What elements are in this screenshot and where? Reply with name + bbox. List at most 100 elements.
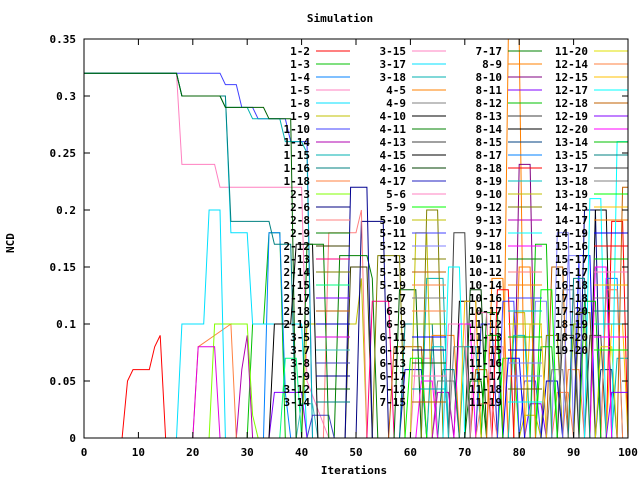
legend-label: 12-17 [555,84,588,97]
legend-label: 11-15 [469,344,502,357]
legend-label: 1-10 [284,123,311,136]
series-line-1-3 [84,232,286,439]
series-layer [84,38,629,439]
series-line-1-15 [84,72,313,439]
legend-label: 16-17 [555,266,588,279]
legend-label: 1-9 [290,110,310,123]
legend-label: 5-10 [380,214,407,227]
legend-label: 13-19 [555,188,588,201]
legend-label: 9-12 [476,201,503,214]
series-line-1-10 [84,72,313,439]
legend-label: 1-4 [290,71,310,84]
x-tick-label: 100 [618,446,638,459]
legend-label: 11-13 [469,331,502,344]
legend-label: 6-9 [386,318,406,331]
legend-label: 9-13 [476,214,503,227]
series-line-1-8 [84,72,308,439]
y-tick-label: 0.1 [56,318,76,331]
legend-label: 15-17 [555,253,588,266]
legend-label: 4-11 [380,123,407,136]
series-line-1-14 [84,335,254,439]
legend-label: 11-16 [469,357,502,370]
legend-label: 18-19 [555,318,588,331]
legend-label: 2-14 [284,266,311,279]
series-line-3-9 [84,186,373,439]
series-line-3-17 [84,209,226,439]
legend-label: 3-5 [290,331,310,344]
series-line-2-6 [84,220,390,439]
legend-label: 11-18 [469,383,502,396]
legend-label: 15-16 [555,240,588,253]
legend-label: 16-18 [555,279,588,292]
x-tick-label: 90 [567,446,580,459]
series-line-1-4 [84,232,292,439]
legend-label: 18-20 [555,331,588,344]
legend-label: 5-6 [386,188,406,201]
legend-label: 9-18 [476,240,503,253]
legend-label: 10-17 [469,305,502,318]
legend-label: 3-18 [380,71,407,84]
x-tick-label: 10 [132,446,145,459]
legend-label: 19-20 [555,344,588,357]
legend-label: 14-17 [555,214,588,227]
legend-label: 4-5 [386,84,406,97]
y-tick-label: 0.05 [50,375,77,388]
legend-label: 3-12 [284,383,311,396]
legend-label: 8-10 [476,71,503,84]
legend-label: 6-17 [380,370,407,383]
legend-label: 5-13 [380,253,407,266]
legend-label: 2-9 [290,227,310,240]
x-tick-label: 60 [404,446,417,459]
legend-label: 1-14 [284,136,311,149]
series-line-3-5 [84,346,221,439]
series-line-13-17 [84,334,580,439]
legend-label: 13-17 [555,162,588,175]
legend-label: 11-12 [469,318,502,331]
legend-label: 3-7 [290,344,310,357]
y-axis-label: NCD [4,233,17,253]
legend-label: 1-16 [284,162,311,175]
legend-label: 4-16 [380,162,407,175]
legend-label: 8-19 [476,175,503,188]
legend-label: 7-17 [476,45,503,58]
y-tick-label: 0.3 [56,90,76,103]
x-tick-label: 50 [349,446,362,459]
legend-label: 14-19 [555,227,588,240]
legend-label: 1-18 [284,175,311,188]
legend-label: 8-11 [476,84,503,97]
legend-label: 2-17 [284,292,311,305]
legend-label: 3-15 [380,45,407,58]
legend-label: 4-13 [380,136,407,149]
legend-label: 2-6 [290,201,310,214]
legend-label: 7-12 [380,383,407,396]
legend-label: 1-15 [284,149,311,162]
legend-label: 6-7 [386,292,406,305]
axes: 0 10 20 30 40 50 60 70 80 90 100 0 0.05 0.1 0.15 0.2 0.2… [50,33,638,459]
series-line-9-18 [84,323,477,439]
legend-label: 2-15 [284,279,311,292]
legend-label: 8-13 [476,110,503,123]
legend-label: 5-18 [380,266,407,279]
legend-label: 2-13 [284,253,311,266]
legend-label: 9-10 [476,188,503,201]
legend-label: 3-14 [284,396,311,409]
legend-label: 4-9 [386,97,406,110]
legend-label: 8-17 [476,149,503,162]
legend-label: 4-10 [380,110,407,123]
legend-label: 1-5 [290,84,310,97]
legend-label: 4-17 [380,175,407,188]
legend-label: 10-11 [469,253,502,266]
legend-label: 8-9 [482,58,502,71]
y-tick-label: 0.15 [50,261,77,274]
y-tick-label: 0.25 [50,147,77,160]
x-tick-label: 70 [458,446,471,459]
legend-label: 5-12 [380,240,407,253]
legend-label: 3-8 [290,357,310,370]
x-tick-label: 0 [81,446,88,459]
legend-label: 4-15 [380,149,407,162]
legend-label: 5-11 [380,227,407,240]
legend-label: 6-8 [386,305,406,318]
legend-label: 17-18 [555,292,588,305]
legend-label: 17-20 [555,305,588,318]
chart-title: Simulation [307,12,373,25]
